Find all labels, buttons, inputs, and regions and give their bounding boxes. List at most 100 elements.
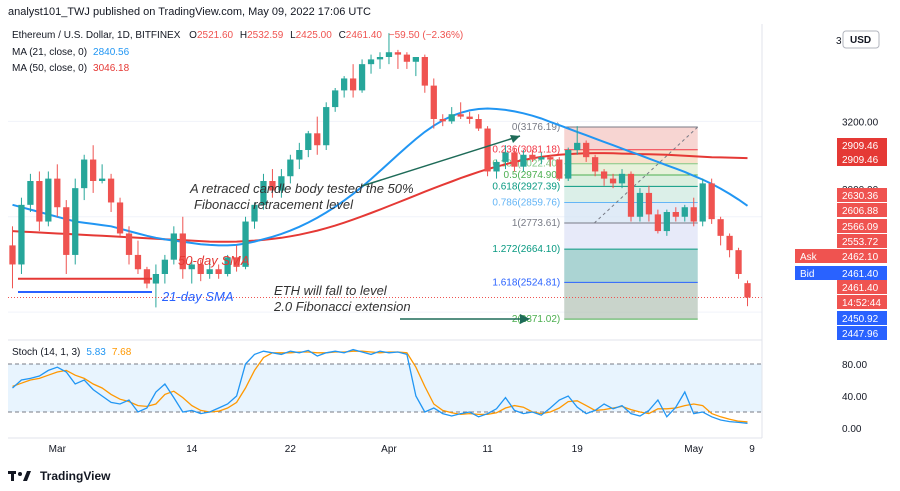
ma21-line: [12, 107, 749, 247]
svg-text:3: 3: [836, 36, 842, 47]
price-tag-box: [837, 188, 887, 202]
candle-body: [574, 142, 581, 150]
fib-band: [564, 163, 698, 176]
fib-band: [564, 127, 698, 150]
price-tag-box: [837, 249, 887, 263]
candle-body: [269, 181, 276, 191]
candle-body: [699, 183, 706, 222]
candle-body: [349, 78, 357, 91]
candle-body: [376, 57, 384, 60]
price-chart[interactable]: 0(3176.19)0.236(3081.18)0.382(3022.40)0.…: [0, 24, 900, 466]
fall-arrow-head: [520, 314, 530, 324]
candlesticks: [9, 33, 751, 308]
candle-body: [242, 221, 249, 267]
price-tag: 2447.96: [837, 326, 887, 340]
candle-body: [36, 181, 43, 222]
candle-body: [717, 219, 724, 236]
price-tag: 14:52:44: [837, 295, 887, 309]
footer-brand[interactable]: TradingView: [8, 466, 110, 486]
candle-body: [690, 207, 697, 222]
candle-body: [63, 207, 70, 255]
candle-body: [645, 192, 653, 215]
price-tag-box: [837, 234, 887, 248]
price-tag-value: 2461.40: [842, 269, 879, 280]
candle-body: [367, 59, 375, 65]
candle-body: [565, 150, 572, 179]
ma21-legend[interactable]: MA (21, close, 0) 2840.56: [12, 47, 130, 58]
fib-level-label: 0(3176.19): [512, 122, 560, 133]
candle-body: [278, 176, 285, 191]
candle-body: [493, 161, 500, 172]
price-tag-prefix-box: [795, 249, 837, 263]
stoch-tick-label: 80.00: [842, 360, 867, 371]
candle-body: [726, 235, 733, 251]
date-tick-label: May: [684, 444, 703, 455]
fib-level-label: 1(2773.61): [512, 218, 560, 229]
annotation-fall-line1: ETH will fall to level: [274, 283, 388, 298]
price-tag-box: [837, 138, 887, 152]
candle-body: [18, 204, 25, 265]
fibonacci-tool[interactable]: 0(3176.19)0.236(3081.18)0.382(3022.40)0.…: [492, 122, 699, 325]
candle-body: [90, 159, 97, 181]
candle-body: [143, 269, 151, 284]
candle-body: [636, 192, 644, 217]
price-tag: 2553.72: [837, 234, 887, 248]
candle-body: [260, 181, 267, 205]
fib-level-label: 0.236(3081.18): [492, 145, 560, 156]
annotation-sma21: 21-day SMA: [161, 289, 234, 304]
date-tick-label: Apr: [381, 444, 397, 455]
price-tag-value: 2553.72: [842, 237, 879, 248]
fib-level-label: 1.272(2664.10): [492, 244, 560, 255]
price-tick-label: 3200.00: [842, 117, 879, 128]
candle-body: [618, 173, 626, 184]
publisher-header: analyst101_TWJ published on TradingView.…: [8, 6, 371, 18]
price-tag-prefix: Bid: [800, 269, 814, 280]
candle-body: [45, 178, 52, 222]
price-scale-labels: 2909.46 2909.46 2630.36 2606.88 2566.09 2553.…: [795, 138, 887, 340]
price-tag: 2461.40: [837, 280, 887, 294]
candle-body: [341, 78, 348, 91]
stoch-legend[interactable]: Stoch (14, 1, 3) 5.83 7.68: [12, 347, 132, 358]
candle-body: [672, 212, 679, 217]
candle-body: [609, 178, 617, 184]
candle-body: [287, 159, 294, 177]
currency-selector[interactable]: 3 USD: [836, 30, 880, 49]
price-tag-value: 2909.46: [842, 141, 879, 152]
annotation-retrace-line2: Fibonacci retracement level: [194, 197, 354, 212]
candle-body: [511, 152, 518, 167]
candle-body: [72, 188, 79, 255]
date-tick-label: 19: [572, 444, 584, 455]
candle-body: [600, 171, 608, 179]
candle-body: [54, 178, 61, 208]
symbol-title[interactable]: Ethereum / U.S. Dollar, 1D, BITFINEX O25…: [12, 30, 463, 41]
price-tag-value: 2450.92: [842, 314, 879, 325]
price-tag: 2909.46: [837, 138, 887, 152]
candle-body: [385, 52, 393, 57]
tradingview-logo-icon: [8, 471, 31, 481]
candle-body: [197, 264, 204, 274]
date-tick-label: Mar: [49, 444, 67, 455]
candle-body: [358, 64, 366, 91]
candle-body: [206, 269, 213, 274]
candle-body: [502, 152, 509, 162]
price-tag-box: [837, 219, 887, 233]
annotation-retrace-line1: A retraced candle body tested the 50%: [189, 181, 414, 196]
candle-body: [251, 204, 258, 222]
candle-body: [475, 119, 482, 129]
footer-brand-label: TradingView: [40, 469, 111, 483]
candle-body: [215, 269, 222, 274]
candle-body: [27, 181, 34, 205]
fib-level-label: 2(2371.02): [512, 314, 560, 325]
stoch-tick-label: 40.00: [842, 392, 867, 403]
price-tag-value: 14:52:44: [842, 298, 881, 309]
fib-level-label: 0.5(2974.90): [504, 170, 561, 181]
price-tag-value: 2461.40: [842, 283, 879, 294]
fib-band: [564, 282, 698, 320]
candle-body: [439, 119, 446, 122]
price-tag: 2909.46: [837, 152, 887, 166]
ma50-legend[interactable]: MA (50, close, 0) 3046.18: [12, 63, 130, 74]
candle-body: [98, 178, 106, 181]
candle-body: [81, 159, 88, 189]
candle-body: [654, 214, 662, 232]
price-tag-value: 2447.96: [842, 329, 879, 340]
